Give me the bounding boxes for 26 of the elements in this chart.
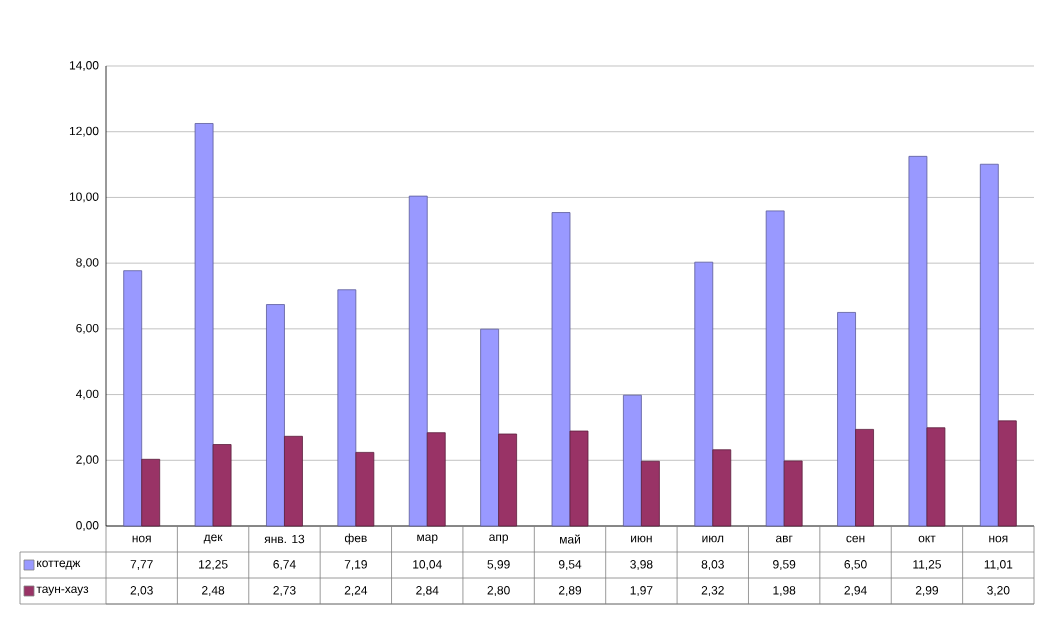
bar [908,155,928,527]
bar [694,261,714,527]
bar [194,123,214,527]
bar [569,430,589,527]
bar [284,435,303,527]
bar [979,163,999,527]
bar [926,427,946,527]
bar [426,432,446,527]
bar [765,210,785,527]
bar [480,328,500,527]
bar [355,452,375,527]
bar [212,444,232,527]
bar [337,289,357,527]
bar [712,449,732,527]
bar [622,394,642,527]
bar [783,460,803,527]
bar [855,429,874,527]
bar [997,420,1017,527]
bar [141,458,161,527]
bar [837,312,856,527]
bar [551,212,571,527]
bar [498,433,518,527]
bar [123,270,143,527]
bar [640,460,660,527]
bar [408,195,428,527]
bar [266,304,285,527]
